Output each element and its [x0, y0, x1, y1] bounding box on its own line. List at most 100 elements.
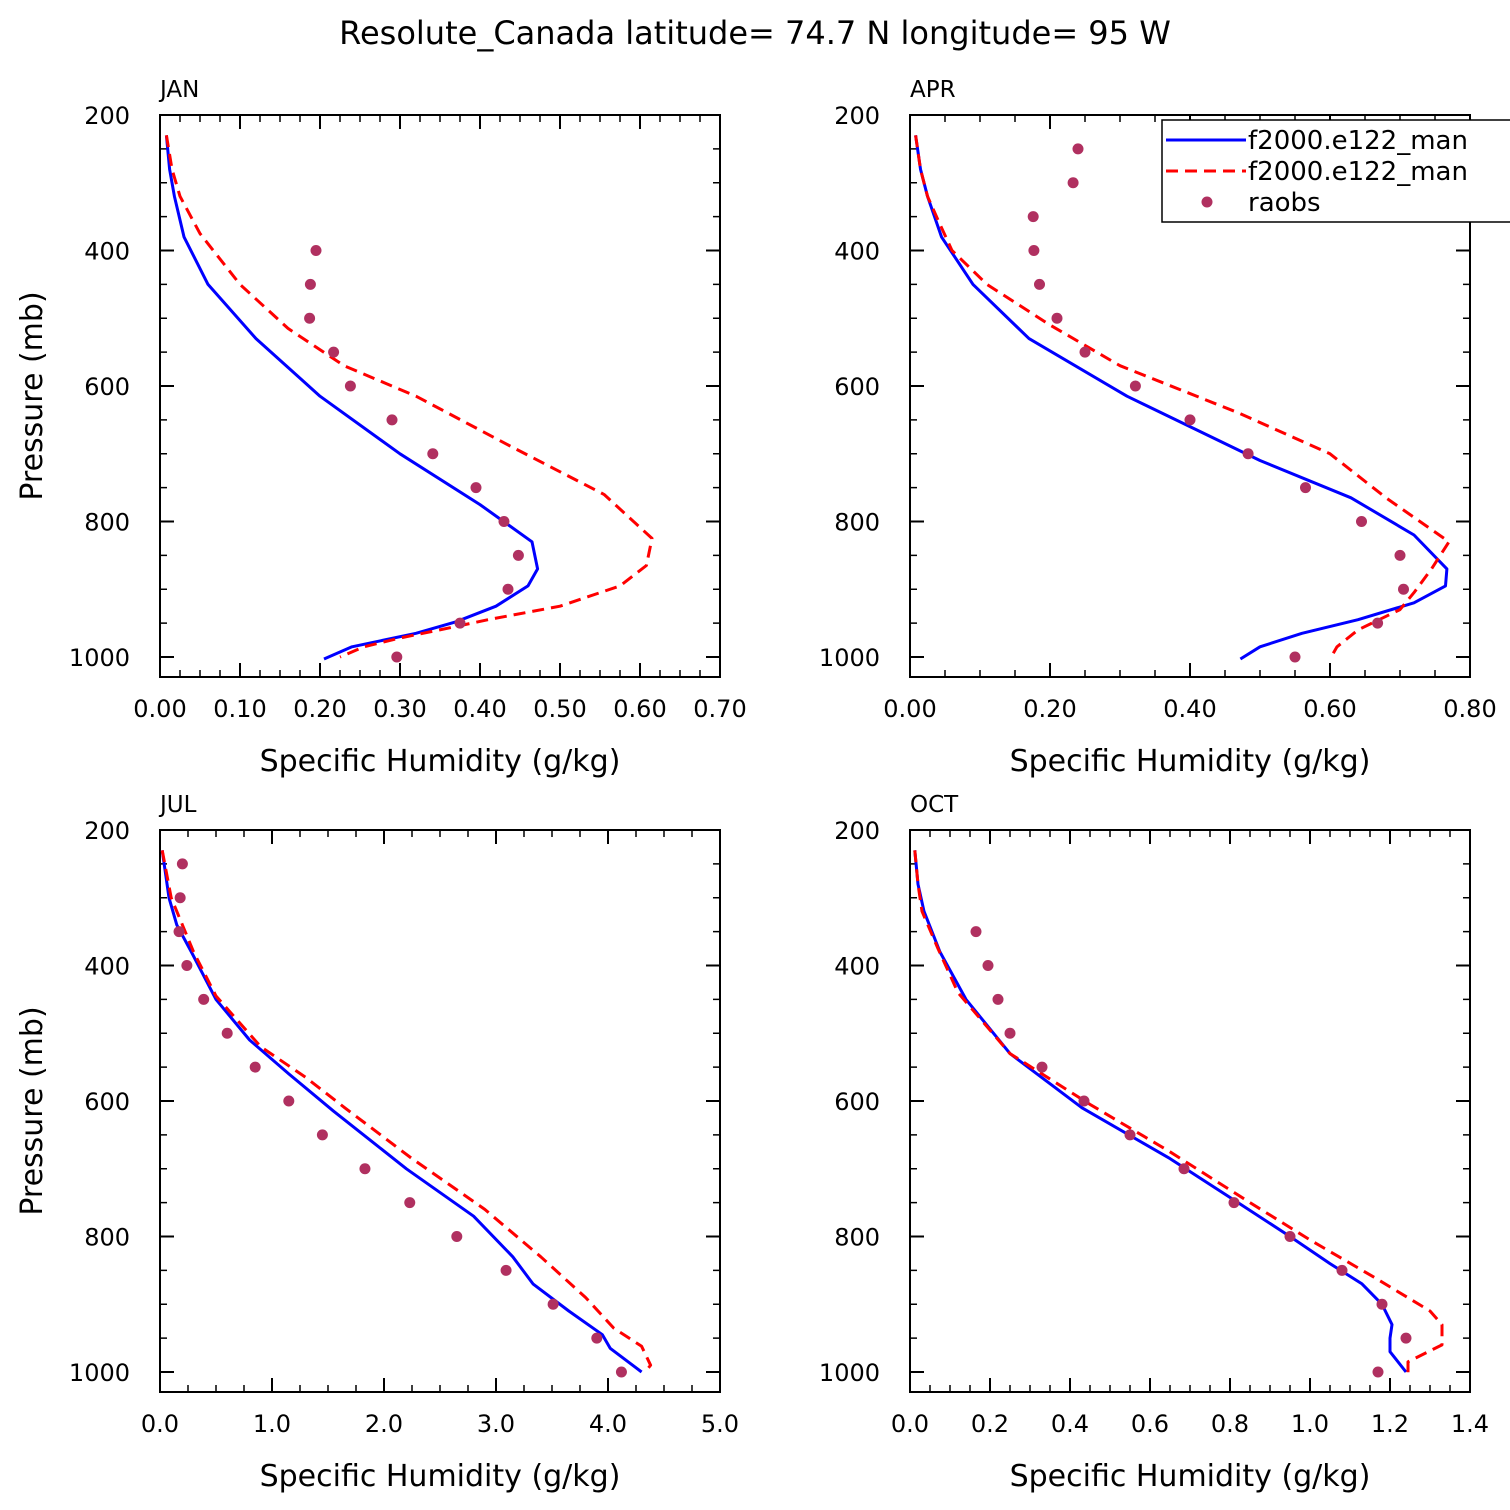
series-line-dashed	[164, 135, 654, 659]
raobs-point	[1400, 1332, 1412, 1344]
plot-frame	[159, 114, 721, 678]
raobs-point	[1072, 143, 1084, 155]
x-tick-label: 0.40	[1163, 695, 1216, 723]
x-axis-title: Specific Humidity (g/kg)	[1010, 1459, 1371, 1494]
x-tick-label: 0.40	[453, 695, 506, 723]
raobs-point	[451, 1231, 463, 1242]
plot-frame	[159, 829, 721, 1393]
raobs-point	[386, 414, 398, 426]
x-tick-label: 1.0	[253, 1410, 291, 1438]
raobs-point	[1356, 516, 1367, 527]
raobs-point	[992, 993, 1004, 1005]
raobs-point	[427, 448, 439, 460]
x-tick-label: 0.70	[693, 695, 746, 723]
y-tick-label: 200	[834, 817, 880, 845]
series-line-solid	[164, 135, 540, 661]
y-tick-label: 600	[834, 373, 880, 401]
raobs-point	[283, 1095, 295, 1107]
raobs-point	[982, 960, 994, 971]
raobs-point	[1242, 448, 1254, 460]
raobs-point	[1034, 278, 1045, 290]
panels: JAN 0.00 0.10 0.20 0.30 0.40 0.50 0.60 0.70 200 40…	[15, 77, 1497, 1494]
raobs-point	[1376, 1298, 1388, 1310]
raobs-point	[304, 312, 316, 324]
series-line-dashed	[160, 850, 653, 1373]
y-tick-label: 800	[84, 509, 130, 537]
raobs-point	[1079, 346, 1091, 358]
y-tick-label: 600	[834, 1088, 880, 1116]
raobs-point	[1184, 414, 1196, 426]
raobs-point	[304, 278, 316, 290]
raobs-point	[316, 1129, 328, 1141]
y-tick-label: 600	[84, 1088, 130, 1116]
raobs-point	[615, 1366, 627, 1378]
x-tick-label: 0.20	[293, 695, 346, 723]
x-axis-title: Specific Humidity (g/kg)	[260, 744, 621, 779]
x-tick-label: 0.00	[133, 695, 186, 723]
figure-title: Resolute_Canada latitude= 74.7 N longitu…	[339, 14, 1171, 52]
x-tick-label: 1.4	[1451, 1410, 1489, 1438]
x-tick-label: 0.30	[373, 695, 426, 723]
y-tick-label: 400	[84, 238, 130, 266]
raobs-point	[404, 1197, 416, 1209]
y-axis-title: Pressure (mb)	[15, 291, 50, 500]
raobs-point	[1067, 177, 1079, 189]
raobs-point	[1027, 211, 1039, 223]
raobs-point	[454, 617, 466, 629]
raobs-point	[1398, 583, 1409, 595]
x-axis-title: Specific Humidity (g/kg)	[1010, 744, 1371, 779]
x-tick-label: 0.50	[533, 695, 586, 723]
raobs-point	[344, 380, 356, 392]
raobs-point	[512, 549, 524, 561]
legend-marker-raobs	[1201, 196, 1213, 208]
raobs-point	[181, 960, 193, 971]
x-tick-label: 5.0	[701, 1410, 739, 1438]
raobs-point	[1036, 1061, 1048, 1073]
legend-label: raobs	[1248, 188, 1321, 218]
raobs-point	[1078, 1095, 1090, 1107]
raobs-point	[470, 482, 482, 494]
y-tick-label: 400	[84, 953, 130, 981]
x-tick-label: 0.20	[1023, 695, 1076, 723]
x-axis-title: Specific Humidity (g/kg)	[260, 1459, 621, 1494]
panel-oct: OCT 0.0 0.2 0.4 0.6 0.8 1.0 1.2 1.4 200 400 600 800 1…	[819, 792, 1489, 1494]
raobs-point	[1124, 1129, 1136, 1141]
y-tick-label: 1000	[819, 1359, 880, 1387]
raobs-point	[1228, 1197, 1240, 1209]
panel-label-jul: JUL	[158, 792, 197, 818]
x-tick-label: 0.0	[891, 1410, 929, 1438]
y-axis-title: Pressure (mb)	[15, 1006, 50, 1215]
raobs-point	[1336, 1264, 1348, 1276]
x-tick-label: 3.0	[477, 1410, 515, 1438]
y-tick-label: 1000	[69, 644, 130, 672]
x-tick-label: 0.6	[1131, 1410, 1169, 1438]
raobs-point	[1372, 1366, 1384, 1378]
panel-jan: JAN 0.00 0.10 0.20 0.30 0.40 0.50 0.60 0.70 200 40…	[15, 77, 747, 779]
y-tick-label: 800	[834, 509, 880, 537]
x-tick-label: 1.2	[1371, 1410, 1409, 1438]
legend-box	[1161, 119, 1510, 223]
legend-label: f2000.e122_man	[1248, 126, 1468, 156]
raobs-point	[547, 1298, 559, 1310]
y-tick-label: 800	[84, 1224, 130, 1252]
raobs-point	[310, 245, 322, 256]
x-tick-label: 0.2	[971, 1410, 1009, 1438]
raobs-point	[498, 516, 510, 527]
y-tick-label: 800	[834, 1224, 880, 1252]
raobs-point	[1129, 380, 1141, 392]
panel-label-jan: JAN	[158, 77, 199, 103]
x-tick-label: 2.0	[365, 1410, 403, 1438]
y-tick-label: 200	[84, 817, 130, 845]
raobs-point	[1372, 617, 1384, 629]
raobs-point	[198, 993, 210, 1005]
raobs-point	[1300, 482, 1311, 494]
x-tick-label: 4.0	[589, 1410, 627, 1438]
x-tick-label: 0.60	[1303, 695, 1356, 723]
x-tick-label: 0.8	[1211, 1410, 1249, 1438]
y-tick-label: 400	[834, 238, 880, 266]
series-line-solid	[913, 850, 1408, 1373]
panel-jul: JUL 0.0 1.0 2.0 3.0 4.0 5.0 200 400 600 800 1000 Spe…	[15, 792, 739, 1494]
raobs-point	[1178, 1163, 1190, 1175]
